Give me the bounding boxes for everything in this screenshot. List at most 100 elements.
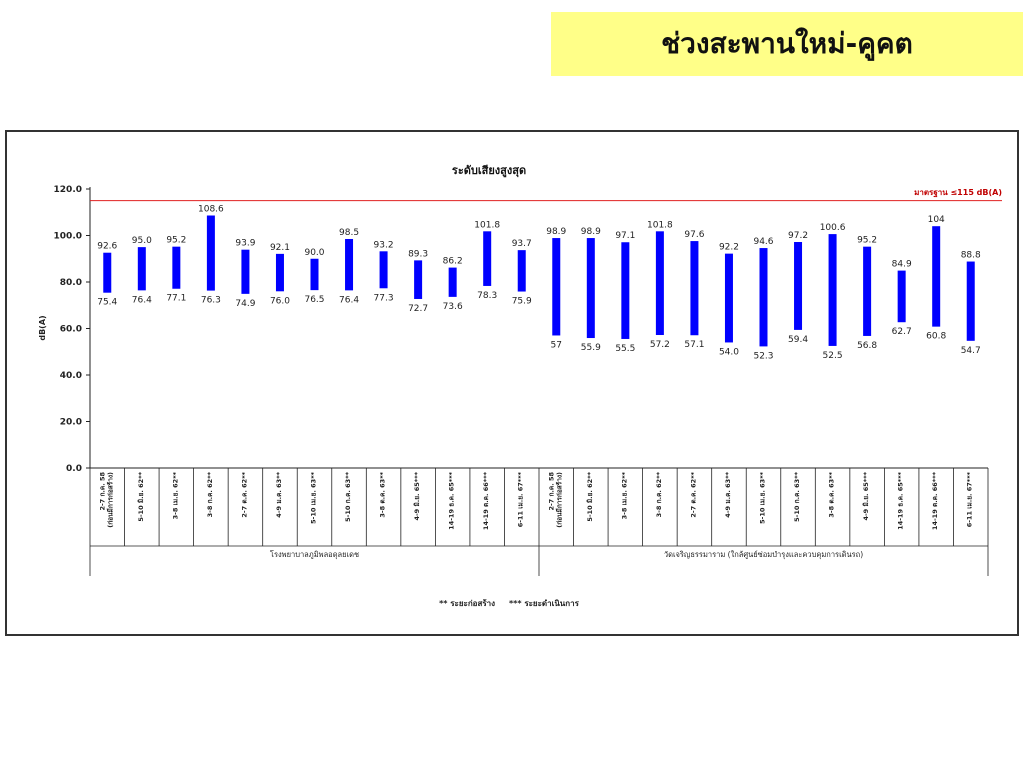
x-tick-label: 4-9 มิ.ย. 65*** [862,471,870,520]
max-value-label: 95.2 [857,236,877,246]
max-value-label: 88.8 [961,251,981,261]
min-value-label: 74.9 [235,299,255,309]
x-tick-label: 3-8 เม.ย. 62** [620,471,628,519]
min-value-label: 55.9 [581,343,601,353]
max-value-label: 93.2 [374,240,394,250]
range-bar [275,253,284,292]
max-value-label: 84.9 [892,260,912,270]
range-bar [517,250,526,292]
x-tick-label: 5-10 ก.ค. 63** [793,471,801,521]
x-tick-label: 2-7 ต.ค. 62** [689,471,697,517]
x-tick-label: 14-19 ต.ค. 66*** [482,471,490,530]
max-value-label: 95.0 [132,236,152,246]
range-bar [621,242,630,339]
min-value-label: 56.8 [857,341,877,351]
range-bar [966,261,975,341]
max-value-label: 101.8 [647,220,673,230]
range-bar [724,253,733,343]
x-tick-label: 14-19 ธ.ค. 65*** [897,471,905,529]
chart-footnote: ** ระยะก่อสร้าง *** ระยะดำเนินการ [439,598,579,608]
range-bar [137,247,146,291]
x-tick-label: (ก่อนมีการก่อสร้าง) [554,472,563,528]
max-value-label: 92.6 [97,242,117,252]
min-value-label: 77.3 [374,293,394,303]
max-value-label: 93.9 [235,239,255,249]
max-value-label: 98.9 [546,227,566,237]
min-value-label: 60.8 [926,332,946,342]
max-value-label: 97.1 [615,231,635,241]
x-tick-label: 14-19 ธ.ค. 65*** [448,471,456,529]
range-bar [483,231,492,286]
y-tick-label: 60.0 [60,325,82,335]
x-tick-label: 3-8 ก.ค. 62** [206,471,214,517]
x-tick-label: 6-11 เม.ย. 67*** [966,471,974,527]
max-value-label: 92.2 [719,243,739,253]
min-value-label: 52.3 [753,351,773,361]
standard-line-label: มาตรฐาน ≤115 dB(A) [914,188,1002,198]
x-tick-label: 3-8 ต.ค. 63** [828,471,836,517]
max-value-label: 97.6 [684,230,704,240]
range-bar [552,238,561,336]
max-value-label: 89.3 [408,249,428,259]
max-value-label: 97.2 [788,231,808,241]
chart-title: ระดับเสียงสูงสุด [452,164,526,178]
range-bar [103,252,112,293]
max-value-label: 94.6 [753,237,773,247]
x-tick-label: 4-9 มิ.ย. 65*** [413,471,421,520]
min-value-label: 52.5 [823,351,843,361]
range-bar [655,231,664,336]
max-value-label: 86.2 [443,257,463,267]
x-tick-label: 2-7 ก.ค. 58 [98,472,106,511]
range-bar [863,246,872,336]
range-bar [690,241,699,336]
min-value-label: 57 [551,340,562,350]
range-bar [794,242,803,330]
range-bar [172,246,181,289]
x-tick-label: 4-9 ม.ค. 63** [275,471,283,517]
x-tick-label: (ก่อนมีการก่อสร้าง) [105,472,114,528]
range-bar [932,226,941,327]
chart-frame: ระดับเสียงสูงสุด dB(A) มาตรฐาน ≤115 dB(A… [5,130,1019,636]
x-tick-label: 5-10 เม.ย. 63** [310,471,318,523]
min-value-label: 76.5 [304,295,324,305]
range-bar [379,251,388,289]
x-tick-label: 3-8 เม.ย. 62** [171,471,179,519]
range-bar [241,249,250,294]
range-bar [414,260,423,299]
x-tick-label: 3-8 ก.ค. 62** [655,471,663,517]
min-value-label: 76.4 [132,295,152,305]
min-value-label: 54.0 [719,347,739,357]
x-tick-label: 5-10 มิ.ย. 62** [586,471,594,521]
y-tick-label: 80.0 [60,278,82,288]
min-value-label: 57.1 [684,340,704,350]
min-value-label: 73.6 [443,302,463,312]
range-bar [828,234,837,346]
min-value-label: 72.7 [408,304,428,314]
x-tick-label: 4-9 ม.ค. 63** [724,471,732,517]
x-tick-label: 6-11 เม.ย. 67*** [517,471,525,527]
y-tick-label: 40.0 [60,371,82,381]
max-value-label: 98.5 [339,228,359,238]
group-label: วัดเจริญธรรมาราม (ใกล้ศูนย์ซ่อมบำรุงและค… [664,550,863,559]
x-tick-label: 5-10 มิ.ย. 62** [137,471,145,521]
min-value-label: 75.4 [97,298,117,308]
min-value-label: 76.4 [339,295,359,305]
noise-level-chart: ระดับเสียงสูงสุด dB(A) มาตรฐาน ≤115 dB(A… [38,164,1002,608]
min-value-label: 57.2 [650,340,670,350]
range-bar [897,270,906,323]
max-value-label: 104 [928,215,945,225]
x-tick-label: 5-10 ก.ค. 63** [344,471,352,521]
group-label: โรงพยาบาลภูมิพลอดุลยเดช [270,550,359,559]
range-bar [759,248,768,347]
y-tick-label: 100.0 [54,232,82,242]
max-value-label: 98.9 [581,227,601,237]
slide-title-box: ช่วงสะพานใหม่-คูคต [551,12,1023,76]
x-tick-label: 5-10 เม.ย. 63** [759,471,767,523]
max-value-label: 101.8 [474,220,500,230]
y-tick-label: 120.0 [54,185,82,195]
x-tick-label: 3-8 ต.ค. 63** [379,471,387,517]
x-tick-label: 2-7 ต.ค. 62** [240,471,248,517]
min-value-label: 77.1 [166,294,186,304]
min-value-label: 54.7 [961,346,981,356]
min-value-label: 76.3 [201,296,221,306]
